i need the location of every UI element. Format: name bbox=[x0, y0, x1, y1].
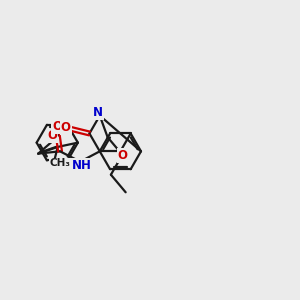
Text: O: O bbox=[52, 120, 62, 133]
Text: O: O bbox=[61, 121, 71, 134]
Text: O: O bbox=[118, 149, 128, 162]
Text: O: O bbox=[47, 130, 57, 142]
Text: NH: NH bbox=[72, 159, 92, 172]
Text: N: N bbox=[93, 106, 103, 118]
Text: CH₃: CH₃ bbox=[50, 158, 70, 169]
